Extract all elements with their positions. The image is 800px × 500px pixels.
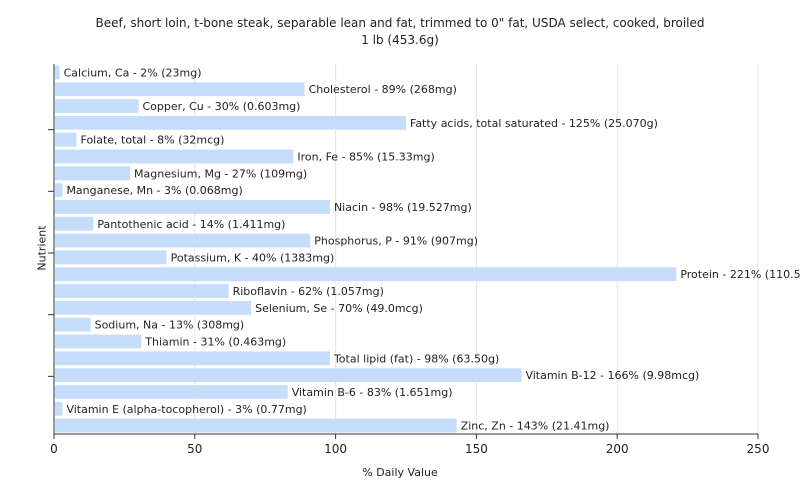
bar [55,368,522,383]
bar-label: Manganese, Mn - 3% (0.068mg) [66,184,242,197]
bar-label: Thiamin - 31% (0.463mg) [144,336,286,349]
bar-label: Vitamin B-6 - 83% (1.651mg) [292,386,453,399]
bar-label: Zinc, Zn - 143% (21.41mg) [461,420,610,433]
bar [55,351,330,366]
bar [55,82,305,97]
bar-label: Copper, Cu - 30% (0.603mg) [142,100,300,113]
bar [55,200,330,214]
bar-label: Phosphorus, P - 91% (907mg) [314,235,478,248]
bar [55,183,63,198]
bar-label: Cholesterol - 89% (268mg) [309,83,457,96]
bar [55,115,406,130]
bar [55,250,167,265]
bar-label: Sodium, Na - 13% (308mg) [95,319,245,332]
bar [55,132,77,147]
chart-subtitle: 1 lb (453.6g) [361,33,439,47]
bar-label: Pantothenic acid - 14% (1.411mg) [97,218,285,231]
chart-title: Beef, short loin, t-bone steak, separabl… [95,16,705,30]
bar-label: Folate, total - 8% (32mcg) [81,134,225,147]
bar [55,385,288,399]
x-axis-label: % Daily Value [362,466,438,479]
bar [55,300,252,315]
x-tick-label: 100 [324,442,347,456]
bar-label: Total lipid (fat) - 98% (63.50g) [333,352,499,365]
x-tick-label: 250 [747,442,770,456]
bar-label: Protein - 221% (110.59g) [680,268,800,281]
x-tick-label: 200 [606,442,629,456]
bar [55,334,142,349]
bar-label: Vitamin E (alpha-tocopherol) - 3% (0.77m… [66,403,306,416]
x-tick-label: 150 [465,442,488,456]
bar [55,418,457,433]
bar-label: Potassium, K - 40% (1383mg) [171,251,335,264]
bar-label: Selenium, Se - 70% (49.0mcg) [255,302,423,315]
bar-label: Niacin - 98% (19.527mg) [334,201,472,214]
bar [55,166,131,181]
bar [55,149,294,164]
bar [55,317,91,332]
bar [55,233,311,248]
bar [55,284,229,298]
y-axis-label: Nutrient [35,225,49,271]
bar [55,216,94,231]
bar [55,401,63,416]
bar-label: Riboflavin - 62% (1.057mg) [233,285,384,298]
bar-label: Magnesium, Mg - 27% (109mg) [134,167,307,180]
bar-label: Iron, Fe - 85% (15.33mg) [297,151,434,164]
x-tick-label: 50 [187,442,202,456]
bar [55,99,139,113]
bar [55,267,677,282]
x-tick-label: 0 [50,442,58,456]
bar [55,65,60,80]
bar-label: Fatty acids, total saturated - 125% (25.… [410,117,658,130]
bar-label: Vitamin B-12 - 166% (9.98mcg) [525,369,699,382]
bar-label: Calcium, Ca - 2% (23mg) [64,66,202,79]
